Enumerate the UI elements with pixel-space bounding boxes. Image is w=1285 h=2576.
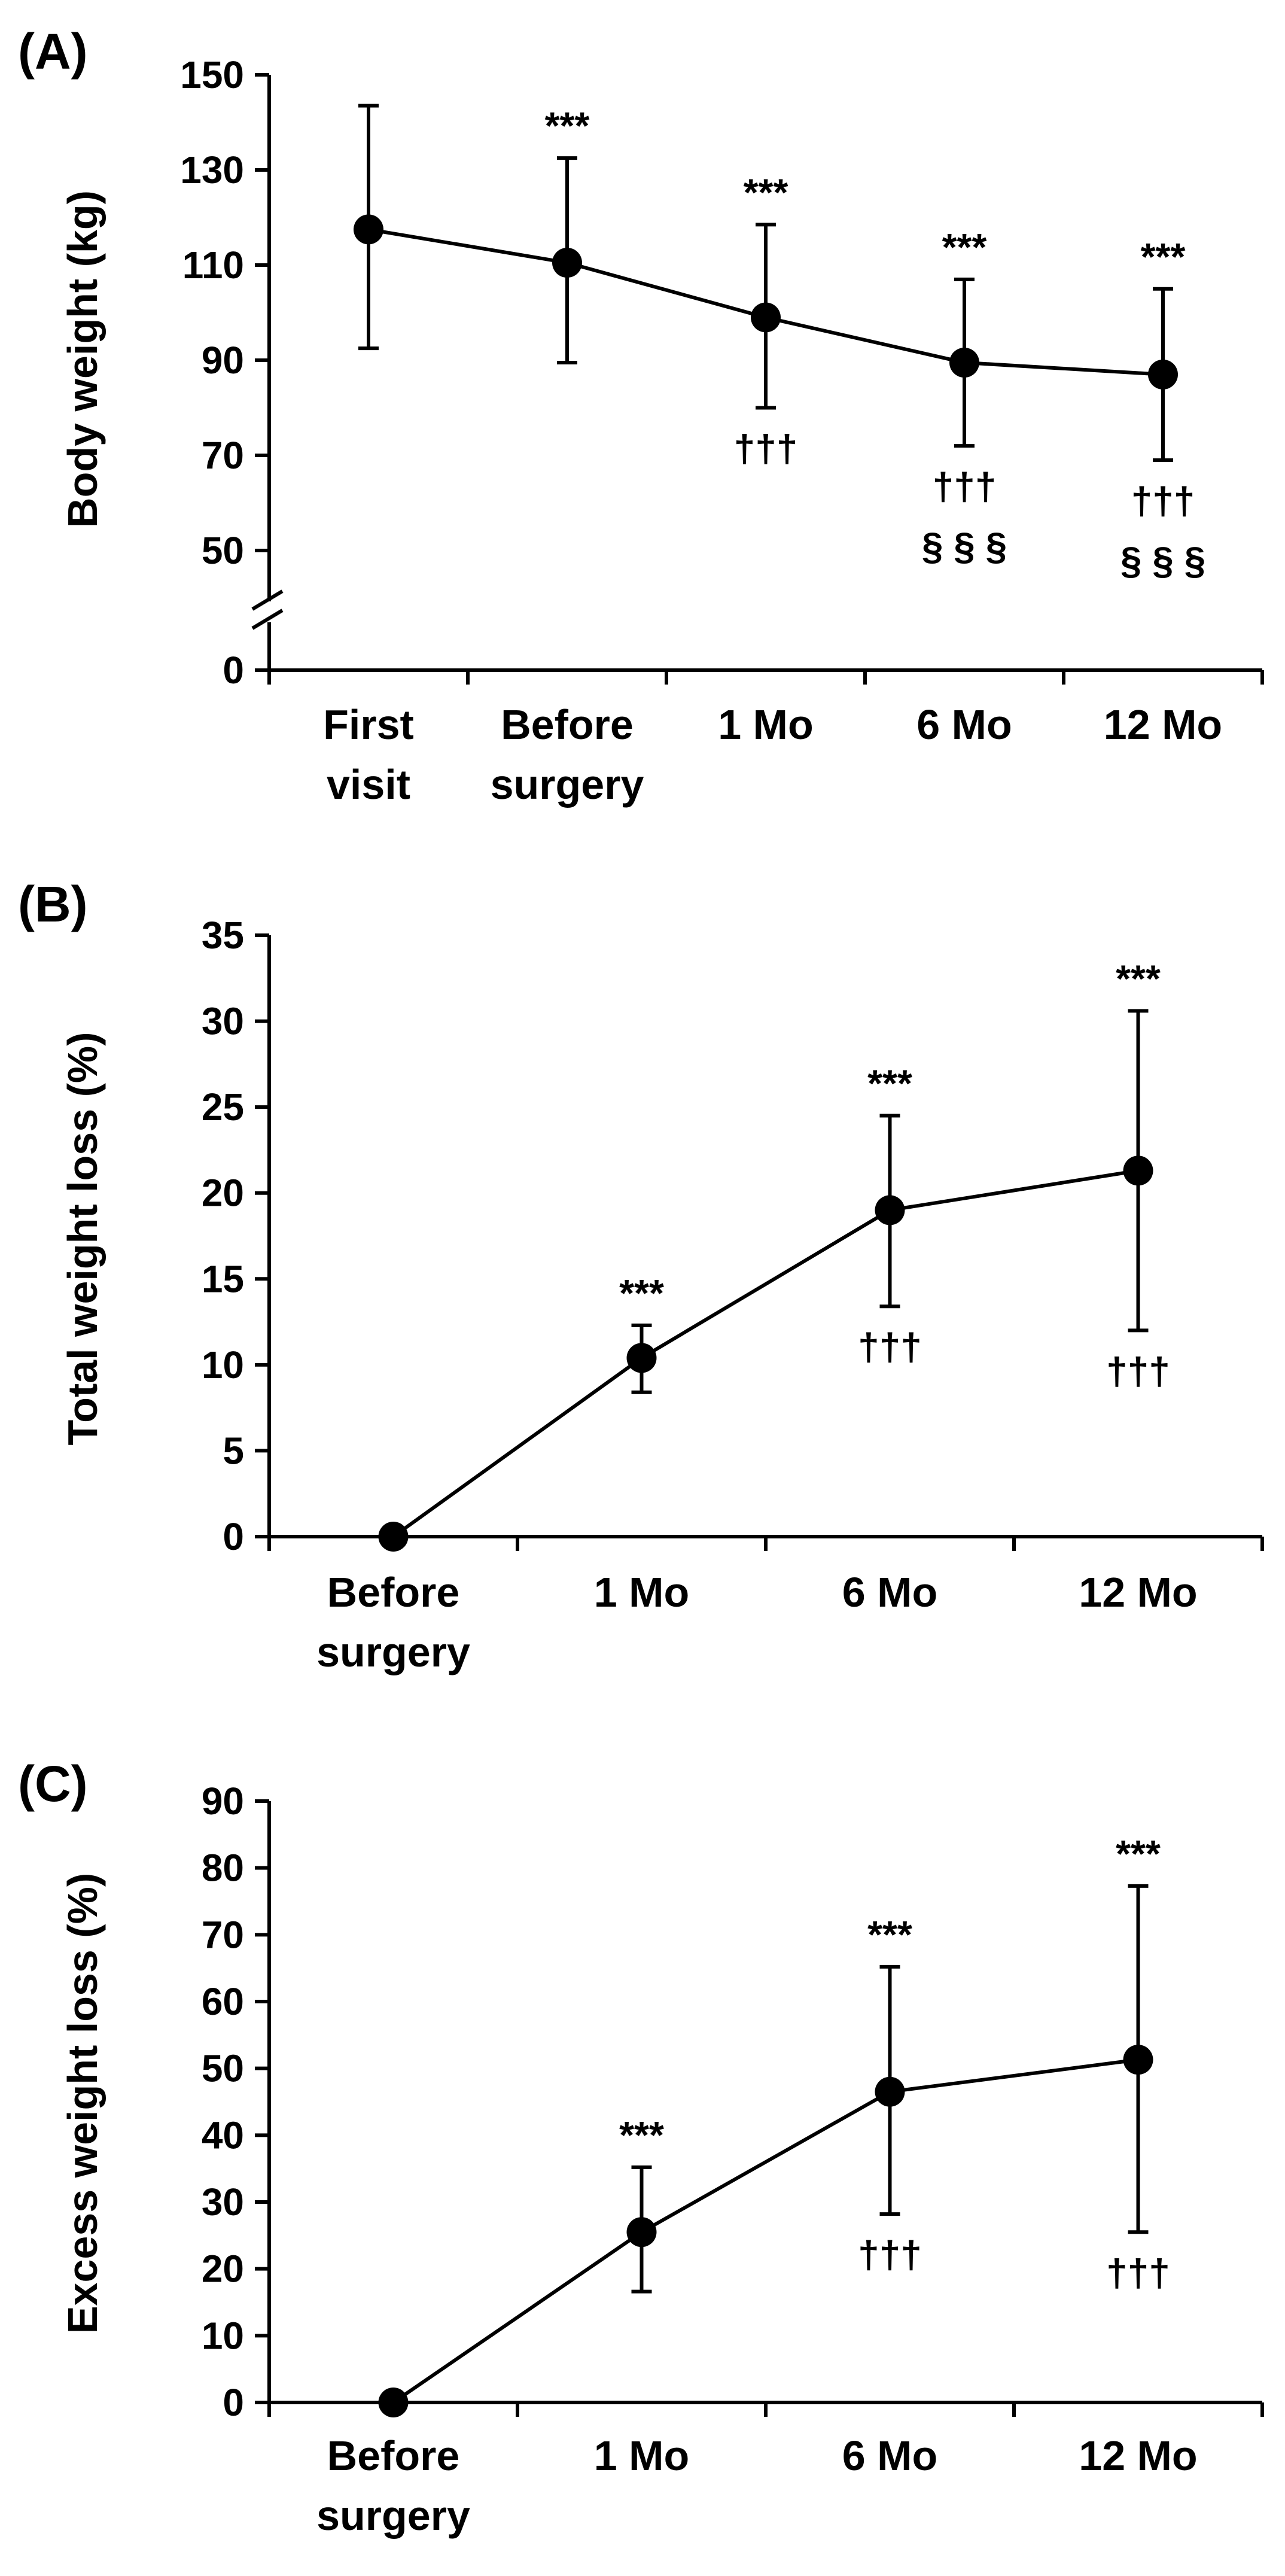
x-category-label: Before [501, 701, 634, 748]
significance-above: *** [619, 1272, 664, 1315]
panel-label-a: (A) [18, 23, 88, 80]
significance-below: § § § [922, 525, 1007, 568]
y-tick-label: 90 [202, 339, 244, 382]
x-category-label: visit [327, 761, 410, 808]
significance-above: *** [942, 226, 987, 269]
significance-below: ††† [734, 427, 798, 470]
data-point [626, 2217, 657, 2247]
panel-b: (B) Total weight loss (%) 0 5 10 15 20 25 30 35… [18, 876, 1264, 1675]
y-axis-label-a: Body weight (kg) [59, 190, 106, 528]
y-tick-label: 50 [202, 2047, 244, 2090]
x-category-label: surgery [491, 761, 644, 808]
significance-above: *** [1116, 957, 1161, 1000]
panel-label-c: (C) [18, 1756, 88, 1812]
significance-above: *** [619, 2113, 664, 2157]
y-tick-label: 150 [180, 53, 244, 96]
x-category-label: surgery [316, 1629, 470, 1675]
y-tick-label: 30 [202, 2180, 244, 2224]
y-tick-label: 5 [223, 1429, 244, 1472]
y-tick-label: 10 [202, 1343, 244, 1386]
x-category-label: Before [327, 2432, 460, 2479]
panel-a: (A) Body weight (kg) 0 50 70 90 110 130 150 Fir… [18, 23, 1264, 808]
data-point [751, 302, 781, 333]
y-axis-label-c: Excess weight loss (%) [59, 1873, 106, 2334]
data-point [875, 2076, 905, 2107]
series-line [392, 1169, 1138, 1538]
y-tick-label: 25 [202, 1085, 244, 1129]
x-category-label: Before [327, 1569, 460, 1616]
axis-break-mark-lower [251, 609, 284, 630]
y-tick-label: 80 [202, 1847, 244, 1890]
data-point [378, 2388, 409, 2417]
y-tick-label: 130 [180, 148, 244, 191]
y-tick-label: 20 [202, 2247, 244, 2291]
x-category-label: 6 Mo [916, 701, 1012, 748]
significance-below: ††† [1131, 479, 1195, 522]
y-tick-label: 90 [202, 1780, 244, 1823]
y-tick-label: 110 [182, 244, 244, 287]
panel-c: (C) Excess weight loss (%) 0 10 20 30 40 50 60… [18, 1756, 1264, 2539]
y-tick-label: 70 [202, 1913, 244, 1956]
data-point [875, 1195, 905, 1225]
data-point [1148, 359, 1178, 390]
significance-above: *** [1116, 1832, 1161, 1875]
data-point [949, 347, 979, 378]
data-point [1123, 2045, 1153, 2075]
data-point [378, 1522, 409, 1552]
x-category-label: First [323, 701, 414, 748]
y-tick-label: 30 [202, 1000, 244, 1043]
significance-above: *** [867, 1913, 912, 1956]
data-point [552, 248, 582, 278]
y-tick-label: 20 [202, 1172, 244, 1215]
y-tick-label: 70 [202, 434, 244, 477]
x-category-label: 1 Mo [594, 1569, 689, 1616]
y-tick-label: 0 [223, 649, 244, 692]
significance-above: *** [545, 104, 590, 147]
plot-area-c: 0 10 20 30 40 50 60 70 80 90 Before surgery 1 Mo 6 Mo… [202, 1780, 1264, 2539]
plot-area-b: 0 5 10 15 20 25 30 35 Before surgery 1 Mo 6 Mo 12 Mo… [202, 914, 1264, 1675]
significance-below: ††† [933, 465, 997, 508]
series-line [392, 2058, 1138, 2404]
y-tick-label: 0 [223, 1515, 244, 1558]
y-tick-label: 50 [202, 529, 244, 572]
x-category-label: 1 Mo [594, 2432, 689, 2479]
x-category-label: surgery [316, 2492, 470, 2539]
significance-above: *** [1141, 235, 1186, 278]
x-category-label: 1 Mo [718, 701, 813, 748]
significance-below: § § § [1120, 539, 1205, 582]
data-point [626, 1343, 657, 1373]
significance-below: ††† [858, 1325, 922, 1368]
y-tick-label: 35 [202, 914, 244, 957]
significance-above: *** [744, 171, 788, 214]
significance-above: *** [867, 1062, 912, 1105]
x-category-label: 12 Mo [1079, 2432, 1197, 2479]
axis-break-mark-upper [251, 589, 284, 611]
y-tick-label: 15 [202, 1257, 244, 1300]
data-point [354, 214, 383, 245]
y-axis-label-b: Total weight loss (%) [59, 1032, 106, 1446]
significance-below: ††† [858, 2233, 922, 2276]
x-category-label: 6 Mo [842, 1569, 937, 1616]
x-category-label: 12 Mo [1079, 1569, 1197, 1616]
y-tick-label: 40 [202, 2113, 244, 2157]
plot-area-a: 0 50 70 90 110 130 150 First visit Before surgery 1… [180, 53, 1264, 808]
significance-below: ††† [1106, 2251, 1170, 2294]
panel-label-b: (B) [18, 876, 88, 932]
y-tick-label: 0 [223, 2381, 244, 2424]
y-tick-label: 60 [202, 1980, 244, 2023]
y-tick-label: 10 [202, 2314, 244, 2357]
x-category-label: 12 Mo [1104, 701, 1222, 748]
significance-below: ††† [1106, 1349, 1170, 1392]
x-category-label: 6 Mo [842, 2432, 937, 2479]
data-point [1123, 1155, 1153, 1186]
